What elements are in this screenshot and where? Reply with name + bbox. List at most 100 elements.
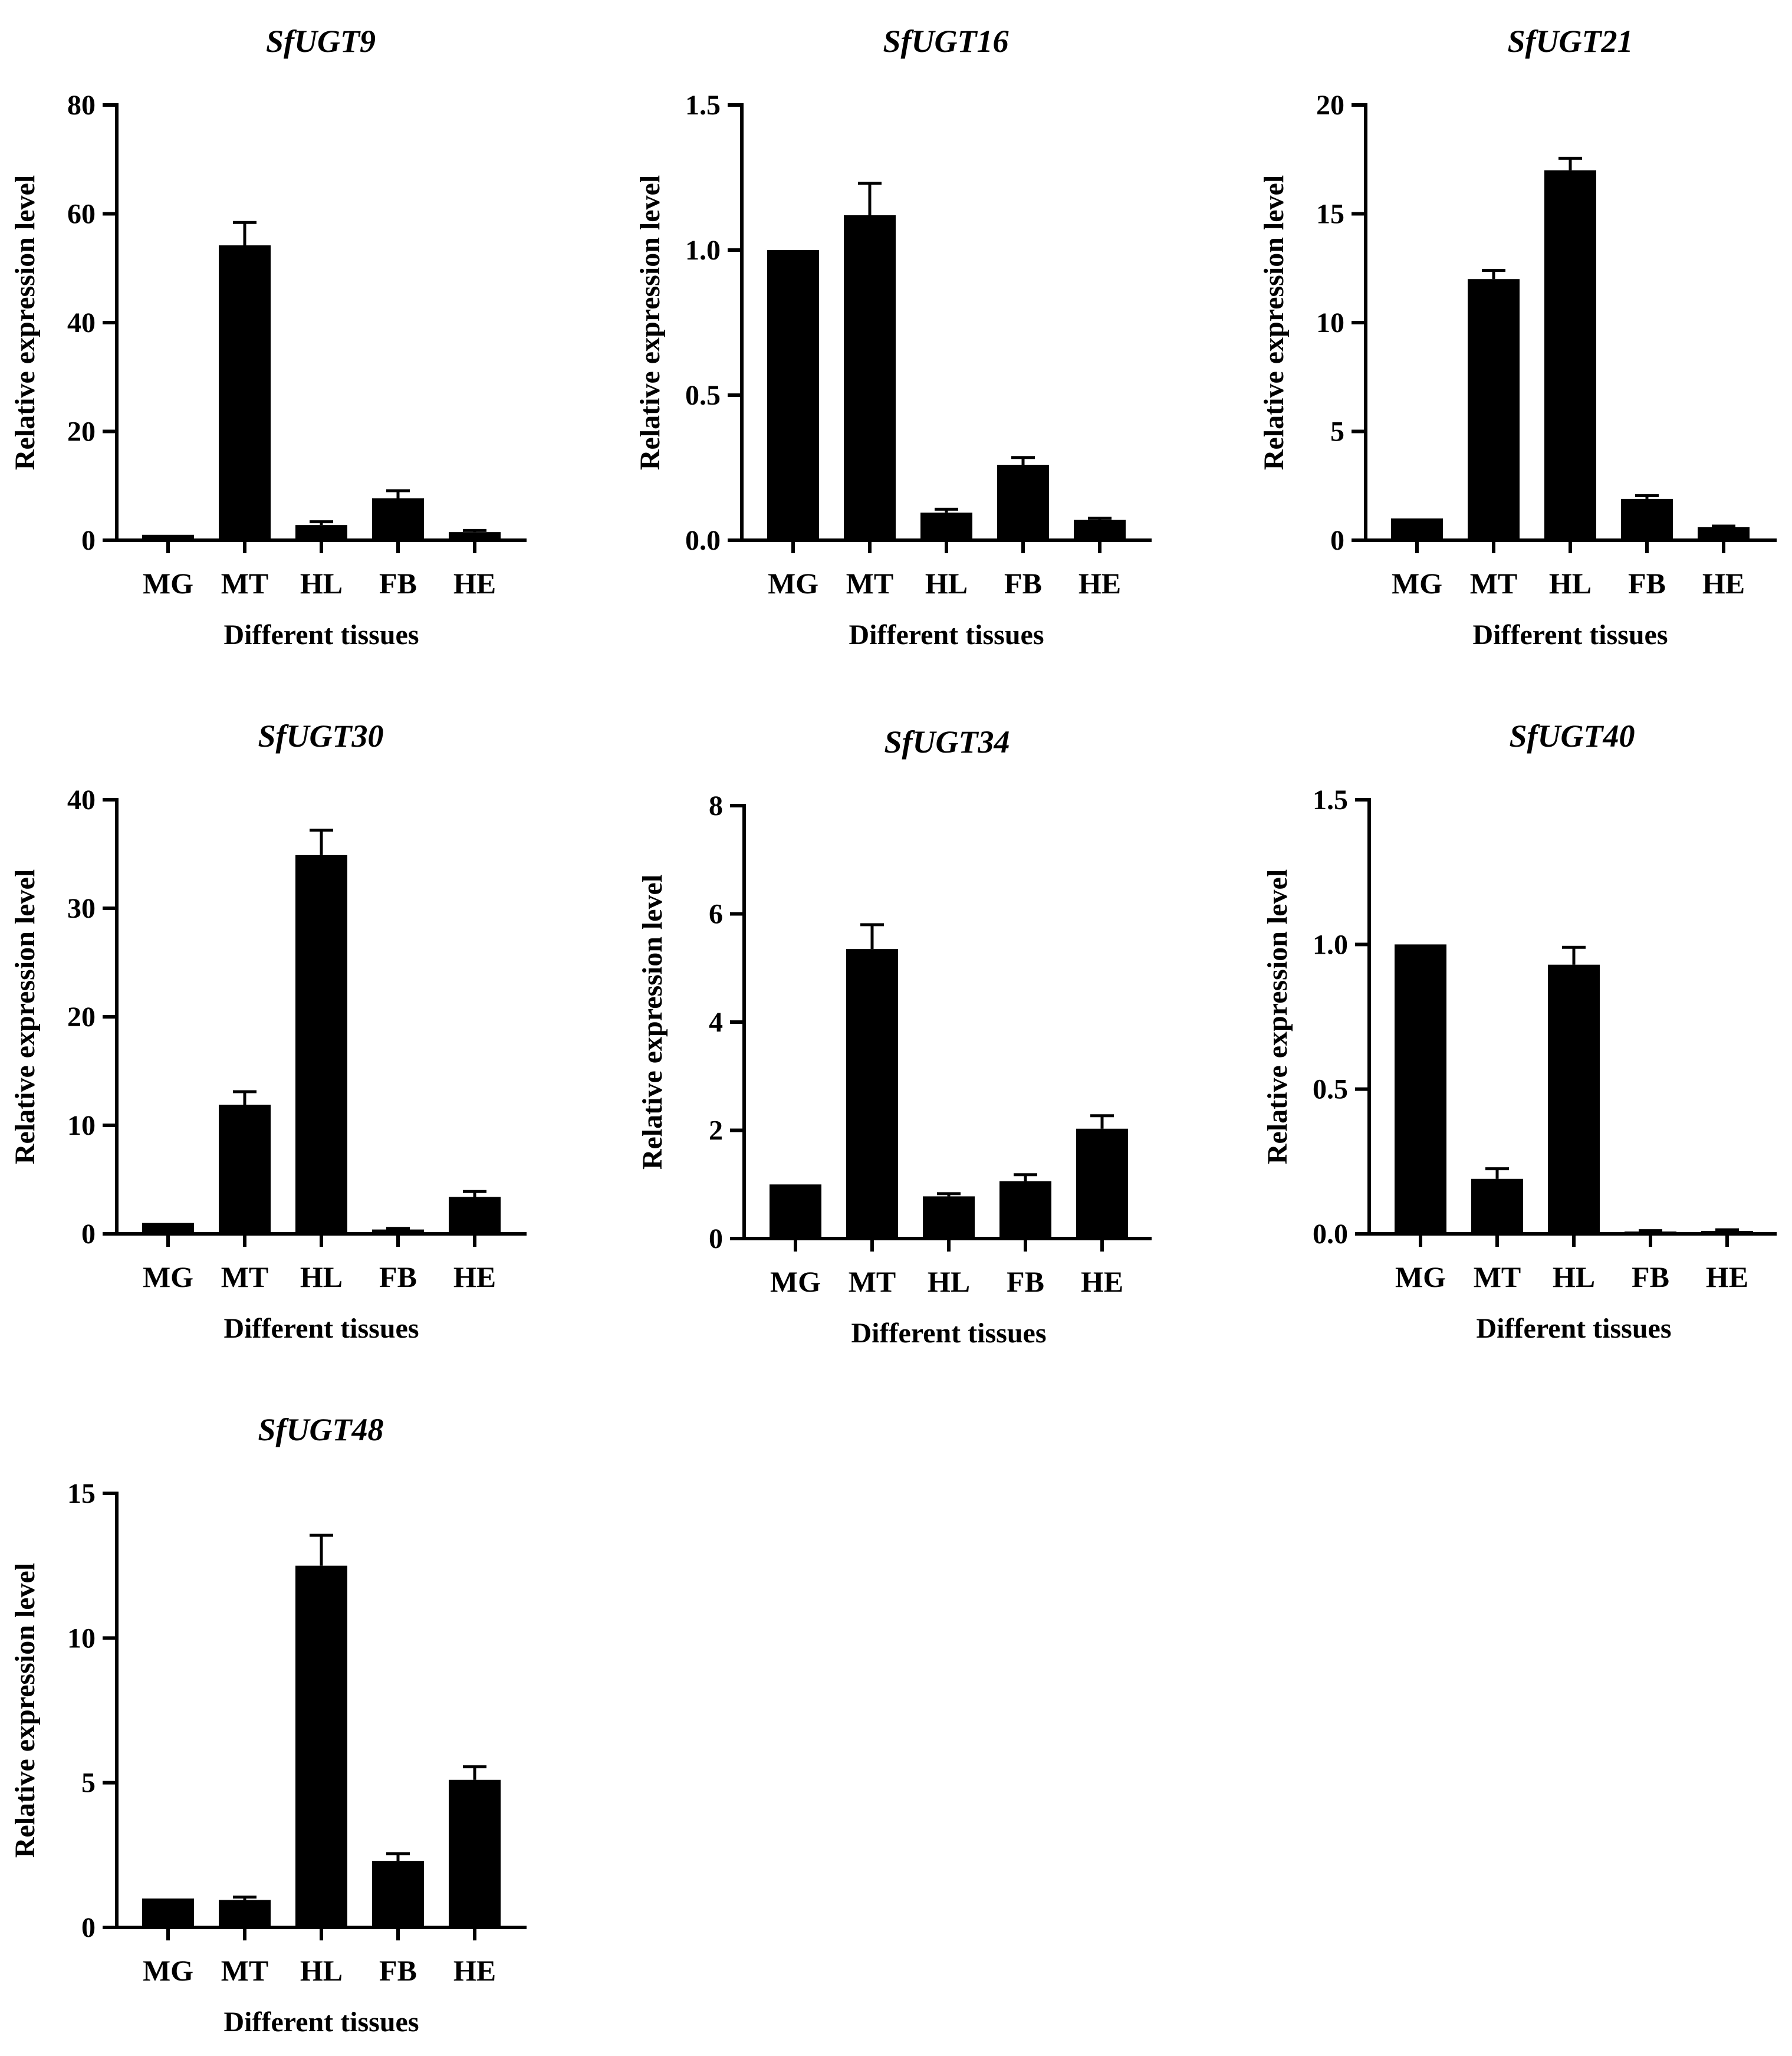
bar-he — [449, 1779, 501, 1927]
x-tick-label: MG — [1392, 567, 1442, 600]
x-tick-label: MT — [1470, 567, 1518, 600]
bar-he — [1698, 527, 1750, 540]
x-tick-label: FB — [1632, 1260, 1669, 1293]
y-tick-label: 0 — [709, 1223, 723, 1254]
y-axis-title: Relative expression level — [637, 875, 668, 1170]
bar-hl — [923, 1196, 975, 1239]
bar-hl — [920, 513, 972, 540]
bar-he — [1076, 1128, 1128, 1239]
y-tick-label: 20 — [1316, 90, 1344, 121]
bar-mg — [142, 1898, 194, 1927]
x-tick-label: HL — [928, 1265, 970, 1298]
chart-title: SfUGT34 — [885, 724, 1010, 760]
x-tick-label: MG — [143, 1954, 193, 1987]
x-tick-label: MG — [143, 567, 193, 600]
x-tick-label: HE — [453, 1954, 496, 1987]
x-tick-label: FB — [1628, 567, 1666, 600]
y-tick-label: 10 — [1316, 307, 1344, 339]
x-axis-title: Different tissues — [223, 619, 419, 651]
x-tick-label: MG — [143, 1260, 193, 1293]
x-axis-title: Different tissues — [1476, 1313, 1671, 1344]
x-tick-label: HE — [1702, 567, 1745, 600]
bar-fb — [1625, 1231, 1676, 1234]
chart-panel-5: SfUGT34 0 2 4 6 8 Relative expression level MG M… — [637, 724, 1152, 1349]
y-tick-label: 0.5 — [1313, 1074, 1348, 1105]
x-axis-title: Different tissues — [851, 1318, 1046, 1349]
chart-title: SfUGT30 — [258, 718, 384, 754]
y-tick-label: 15 — [67, 1478, 96, 1509]
x-axis-title: Different tissues — [1472, 619, 1668, 651]
y-tick-label: 20 — [67, 416, 96, 448]
y-tick-label: 0.0 — [685, 525, 721, 556]
bar-fb — [997, 465, 1049, 540]
chart-panel-1: SfUGT9 0 20 40 60 80 Relative expression level… — [9, 24, 527, 651]
y-tick-label: 40 — [67, 307, 96, 339]
y-tick-label: 80 — [67, 90, 96, 121]
x-tick-label: HE — [453, 567, 496, 600]
x-tick-label: FB — [379, 567, 417, 600]
y-tick-label: 60 — [67, 199, 96, 230]
bar-hl — [1548, 964, 1600, 1234]
x-tick-label: MT — [221, 567, 269, 600]
bar-mt — [844, 215, 896, 541]
bar-fb — [372, 498, 424, 540]
y-tick-label: 15 — [1316, 199, 1344, 230]
y-axis-title: Relative expression level — [9, 1563, 41, 1858]
chart-panel-3: SfUGT21 0 5 10 15 20 Relative expression level… — [1258, 24, 1777, 651]
y-axis-title: Relative expression level — [634, 175, 666, 470]
x-tick-label: MG — [770, 1265, 821, 1298]
y-axis-title: Relative expression level — [9, 869, 41, 1164]
chart-title: SfUGT40 — [1510, 718, 1635, 754]
y-tick-label: 40 — [67, 784, 96, 816]
y-tick-label: 30 — [67, 893, 96, 924]
x-tick-label: HE — [1706, 1260, 1748, 1293]
bar-mg — [767, 250, 819, 540]
bar-mg — [142, 1223, 194, 1234]
y-tick-label: 4 — [709, 1007, 723, 1038]
x-axis-title: Different tissues — [223, 2006, 419, 2038]
x-tick-label: MG — [1395, 1260, 1446, 1293]
y-tick-label: 10 — [67, 1110, 96, 1141]
chart-panel-4: SfUGT30 0 10 20 30 40 Relative expression leve… — [9, 718, 527, 1344]
bar-mg — [770, 1184, 821, 1239]
y-tick-label: 2 — [709, 1115, 723, 1147]
bar-fb — [372, 1861, 424, 1927]
x-tick-label: HL — [300, 1260, 343, 1293]
x-tick-label: HE — [1081, 1265, 1123, 1298]
bar-mg — [1395, 944, 1446, 1234]
x-tick-label: MT — [221, 1954, 269, 1987]
bar-mt — [846, 949, 898, 1239]
y-tick-label: 0.0 — [1313, 1219, 1348, 1250]
chart-title: SfUGT9 — [266, 24, 376, 59]
y-tick-label: 0 — [1330, 525, 1344, 556]
x-tick-label: HL — [1549, 567, 1592, 600]
x-tick-label: FB — [379, 1260, 417, 1293]
x-tick-label: MT — [849, 1265, 896, 1298]
bar-fb — [372, 1229, 424, 1234]
bar-fb — [1621, 498, 1673, 540]
bar-hl — [295, 525, 347, 540]
y-tick-label: 0 — [81, 525, 96, 556]
x-tick-label: MT — [846, 567, 894, 600]
chart-panel-7: SfUGT48 0 5 10 15 Relative expression level MG… — [9, 1412, 527, 2038]
x-tick-label: HL — [1553, 1260, 1595, 1293]
x-tick-label: HE — [1079, 567, 1121, 600]
bar-he — [449, 532, 501, 540]
x-tick-label: MT — [1474, 1260, 1521, 1293]
x-axis-title: Different tissues — [223, 1313, 419, 1344]
bar-mt — [1468, 279, 1520, 540]
y-tick-label: 20 — [67, 1001, 96, 1033]
bar-mt — [1471, 1178, 1523, 1234]
bar-fb — [999, 1181, 1051, 1239]
bar-he — [449, 1197, 501, 1234]
bar-mt — [219, 1900, 271, 1927]
chart-title: SfUGT21 — [1508, 24, 1633, 59]
x-axis-title: Different tissues — [849, 619, 1044, 651]
bar-mt — [219, 1105, 271, 1234]
y-tick-label: 8 — [709, 790, 723, 822]
bar-mg — [142, 534, 194, 540]
x-tick-label: MG — [768, 567, 818, 600]
y-tick-label: 0 — [81, 1912, 96, 1943]
y-tick-label: 0 — [81, 1219, 96, 1250]
